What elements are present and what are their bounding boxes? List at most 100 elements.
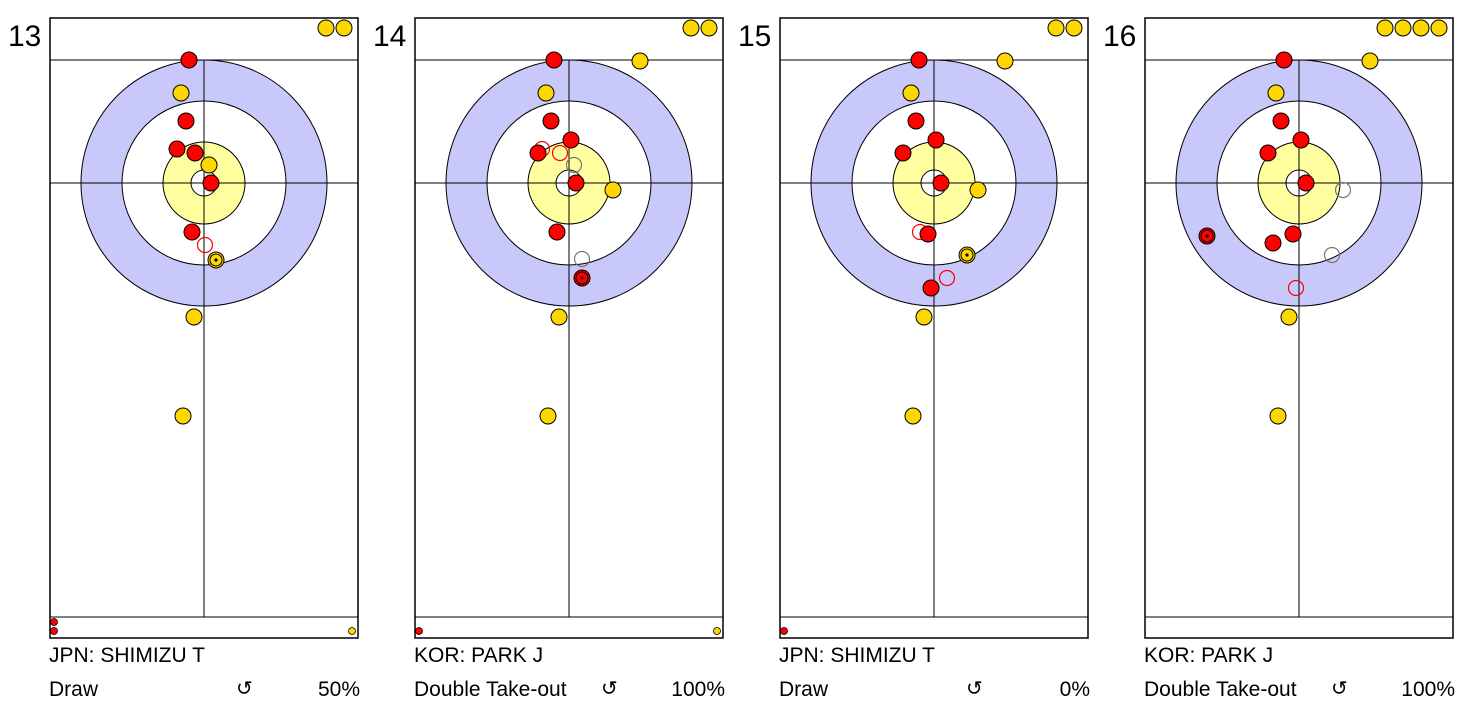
yellow-stone [1361, 52, 1379, 70]
player-name: KOR: PARK J [414, 644, 544, 667]
counterclockwise-rotation-icon: ↺ [236, 678, 253, 700]
yellow-stone [915, 308, 933, 326]
previous-stone-position [1334, 181, 1352, 199]
red-stone [932, 174, 950, 192]
shot-percentage: 0% [1059, 678, 1090, 701]
yellow-stone [185, 308, 203, 326]
red-stone [1259, 144, 1277, 162]
thrown-stone-dot [214, 258, 218, 262]
yellow-stone [172, 84, 190, 102]
stored-red-stone [50, 618, 58, 626]
previous-stone-position [573, 250, 591, 268]
shot-panel-13: 13 JPN: SHIMIZU T Draw ↺ 50% [0, 0, 365, 718]
stored-red-stone [50, 627, 58, 635]
yellow-stone [539, 407, 557, 425]
removed-yellow-stone [1430, 19, 1448, 37]
thrown-stone-ring [960, 248, 974, 262]
yellow-stone [969, 181, 987, 199]
shot-number: 16 [1103, 20, 1137, 53]
red-stone [1292, 131, 1310, 149]
previous-stone-position [1323, 246, 1341, 264]
previous-stone-position [196, 236, 214, 254]
counterclockwise-rotation-icon: ↺ [601, 678, 618, 700]
stored-yellow-stone [713, 627, 721, 635]
red-stone [168, 140, 186, 158]
shot-number: 15 [738, 20, 772, 53]
yellow-stone [631, 52, 649, 70]
yellow-stone [904, 407, 922, 425]
yellow-stone [902, 84, 920, 102]
yellow-stone [550, 308, 568, 326]
red-stone [1297, 174, 1315, 192]
curling-sheet-diagram [49, 17, 359, 639]
shot-type: Draw [49, 678, 99, 701]
curling-sheet-diagram [1144, 17, 1454, 639]
shot-type: Double Take-out [1144, 678, 1297, 701]
stored-yellow-stone [348, 627, 356, 635]
red-stone [183, 223, 201, 241]
curling-sheet-diagram [414, 17, 724, 639]
red-stone [529, 144, 547, 162]
previous-stone-position [1287, 279, 1305, 297]
player-name: KOR: PARK J [1144, 644, 1274, 667]
shot-number: 13 [8, 20, 42, 53]
yellow-stone [1267, 84, 1285, 102]
shot-percentage: 50% [317, 678, 360, 701]
counterclockwise-rotation-icon: ↺ [966, 678, 983, 700]
red-stone [1264, 234, 1282, 252]
thrown-stone-dot [1205, 234, 1209, 238]
previous-stone-position [938, 269, 956, 287]
counterclockwise-rotation-icon: ↺ [1331, 678, 1348, 700]
shot-type: Double Take-out [414, 678, 567, 701]
thrown-stone-dot [580, 276, 584, 280]
thrown-stone-ring [1200, 229, 1214, 243]
previous-stone-position [565, 156, 583, 174]
yellow-stone [1269, 407, 1287, 425]
removed-yellow-stone [1376, 19, 1394, 37]
yellow-stone [537, 84, 555, 102]
stored-red-stone [415, 627, 423, 635]
removed-yellow-stone [1065, 19, 1083, 37]
red-stone [202, 174, 220, 192]
removed-yellow-stone [700, 19, 718, 37]
yellow-stone [604, 181, 622, 199]
yellow-stone [996, 52, 1014, 70]
red-stone [548, 223, 566, 241]
shot-panel-14: 14 KOR: PARK J Double Take-out ↺ 100% [365, 0, 730, 718]
thrown-stone-dot [965, 253, 969, 257]
red-stone [894, 144, 912, 162]
stored-red-stone [780, 627, 788, 635]
removed-yellow-stone [335, 19, 353, 37]
red-stone [567, 174, 585, 192]
player-name: JPN: SHIMIZU T [49, 644, 205, 667]
red-stone [186, 144, 204, 162]
shot-number: 14 [373, 20, 407, 53]
removed-yellow-stone [1047, 19, 1065, 37]
red-stone [180, 51, 198, 69]
red-stone [922, 279, 940, 297]
red-stone [919, 225, 937, 243]
removed-yellow-stone [682, 19, 700, 37]
red-stone [907, 112, 925, 130]
thrown-stone-ring [575, 271, 589, 285]
yellow-stone [1280, 308, 1298, 326]
red-stone [910, 51, 928, 69]
red-stone [542, 112, 560, 130]
red-stone [545, 51, 563, 69]
shot-panel-16: 16 KOR: PARK J Double Take-out ↺ 100% [1095, 0, 1460, 718]
shot-percentage: 100% [671, 678, 725, 701]
red-stone [562, 131, 580, 149]
removed-yellow-stone [1412, 19, 1430, 37]
previous-stone-position [551, 144, 569, 162]
curling-sheet-diagram [779, 17, 1089, 639]
player-name: JPN: SHIMIZU T [779, 644, 935, 667]
removed-yellow-stone [1394, 19, 1412, 37]
red-stone [1284, 225, 1302, 243]
red-stone [1275, 51, 1293, 69]
red-stone [177, 112, 195, 130]
shot-type: Draw [779, 678, 829, 701]
red-stone [1272, 112, 1290, 130]
removed-yellow-stone [317, 19, 335, 37]
yellow-stone [174, 407, 192, 425]
red-stone [927, 131, 945, 149]
